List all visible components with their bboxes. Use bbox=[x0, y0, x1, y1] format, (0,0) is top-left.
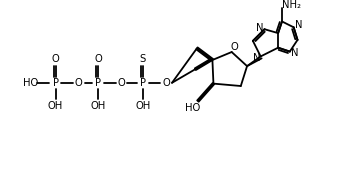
Text: O: O bbox=[118, 78, 126, 88]
Text: O: O bbox=[75, 78, 83, 88]
Text: N: N bbox=[256, 23, 264, 33]
Text: HO: HO bbox=[185, 103, 201, 113]
Text: OH: OH bbox=[91, 101, 106, 111]
Text: P: P bbox=[140, 78, 146, 88]
Text: N: N bbox=[291, 48, 298, 58]
Text: OH: OH bbox=[48, 101, 63, 111]
Text: P: P bbox=[52, 78, 59, 88]
Text: HO: HO bbox=[23, 78, 38, 88]
Text: S: S bbox=[140, 54, 146, 65]
Text: O: O bbox=[162, 78, 170, 88]
Text: O: O bbox=[231, 42, 238, 52]
Text: O: O bbox=[52, 54, 59, 65]
Text: O: O bbox=[95, 54, 102, 65]
Text: OH: OH bbox=[135, 101, 150, 111]
Text: N: N bbox=[295, 20, 302, 30]
Text: N: N bbox=[253, 53, 260, 63]
Text: NH₂: NH₂ bbox=[282, 0, 301, 10]
Text: P: P bbox=[95, 78, 101, 88]
